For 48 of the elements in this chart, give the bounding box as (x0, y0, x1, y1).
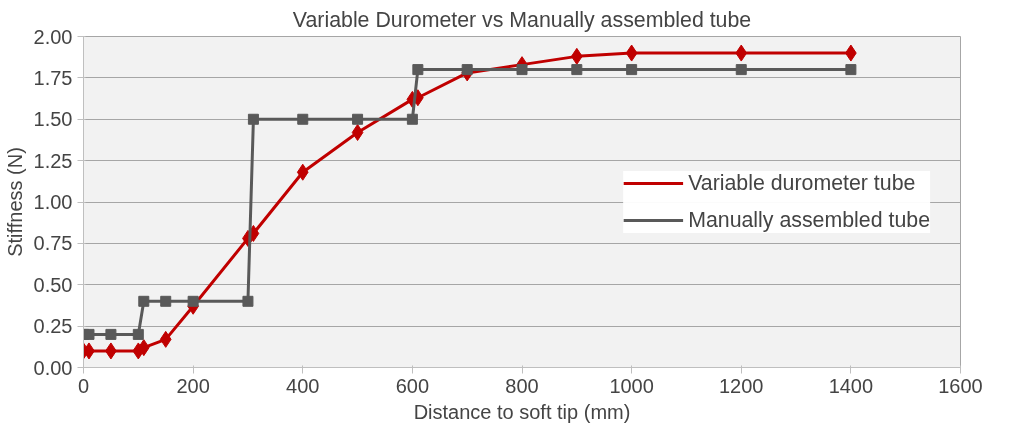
x-tick-label: 400 (286, 374, 320, 397)
point (571, 64, 583, 76)
point (735, 64, 747, 76)
y-tick-label: 0.50 (33, 273, 73, 296)
x-tick-label: 200 (176, 374, 210, 397)
point (412, 64, 424, 76)
x-tick-label: 0 (77, 374, 90, 397)
point (296, 163, 309, 181)
y-tick-label: 2.00 (33, 25, 73, 48)
chart-title: Variable Durometer vs Manually assembled tube (292, 7, 752, 32)
x-tick-label: 800 (505, 374, 539, 397)
x-tick-label: 1200 (719, 374, 764, 397)
point (625, 44, 638, 62)
point (406, 113, 418, 125)
point (626, 64, 638, 76)
y-tick-label: 0.00 (33, 356, 73, 379)
y-tick-label: 1.75 (33, 66, 73, 89)
point (160, 295, 172, 307)
point (83, 328, 95, 340)
y-tick-label: 0.25 (33, 315, 73, 338)
point (351, 123, 364, 141)
point (247, 113, 259, 125)
y-axis-title: Stiffness (N) (3, 147, 26, 257)
point (516, 64, 528, 76)
point (138, 295, 150, 307)
point (570, 47, 583, 65)
point (461, 64, 473, 76)
point (297, 113, 309, 125)
x-tick-label: 600 (395, 374, 430, 397)
y-tick-label: 0.75 (33, 232, 73, 255)
legend-label: Variable durometer tube (688, 170, 916, 196)
point (159, 330, 172, 348)
x-tick-label: 1000 (609, 374, 654, 397)
y-tick-label: 1.00 (33, 191, 73, 213)
legend-label: Manually assembled tube (688, 207, 930, 233)
point (352, 113, 364, 125)
point (137, 339, 150, 357)
x-axis-title: Distance to soft tip (mm) (413, 400, 631, 423)
point (105, 328, 117, 340)
point (187, 295, 199, 307)
point (845, 64, 857, 76)
point (132, 328, 144, 340)
point (735, 44, 748, 62)
x-tick-label: 1400 (828, 374, 874, 397)
y-tick-label: 1.50 (33, 108, 73, 131)
y-tick-label: 1.25 (33, 149, 73, 172)
point (242, 295, 254, 307)
x-tick-label: 1600 (938, 374, 983, 397)
